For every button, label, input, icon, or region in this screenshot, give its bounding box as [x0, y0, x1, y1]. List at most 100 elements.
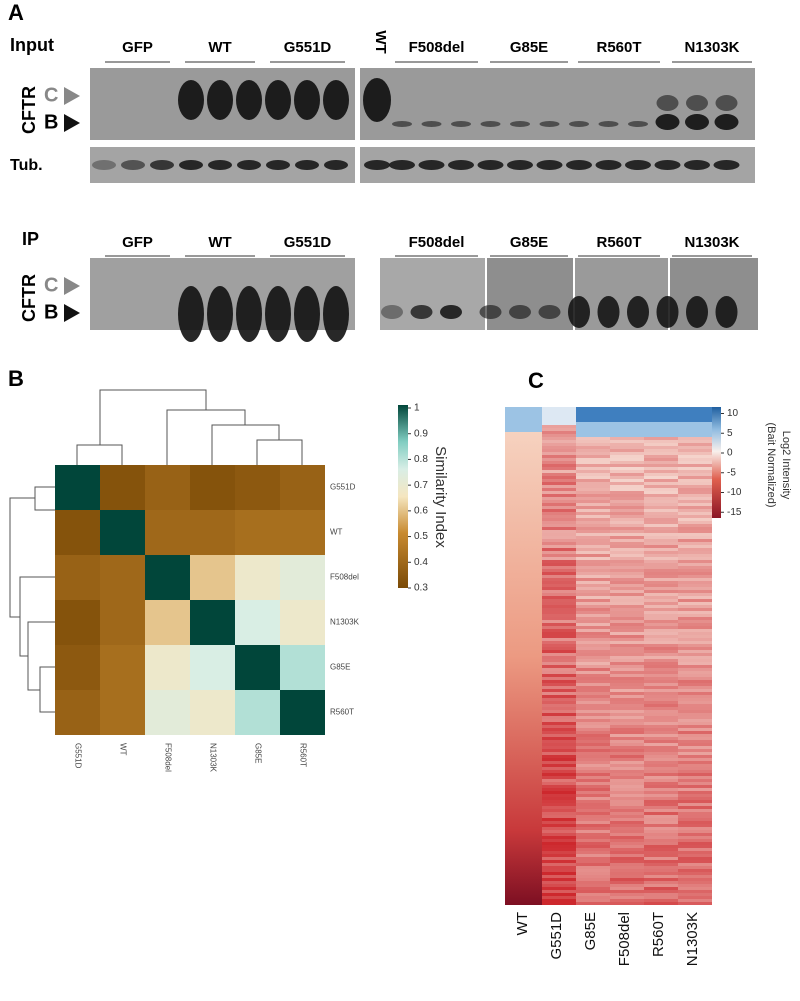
- heatmap-row: [644, 434, 678, 437]
- heatmap-row: [542, 890, 576, 893]
- blot-band: [625, 160, 651, 170]
- heatmap-row: [576, 812, 610, 815]
- heatmap-row: [610, 620, 644, 623]
- heatmap-row: [678, 512, 712, 515]
- heatmap-row: [576, 581, 610, 584]
- heatmap-row: [610, 608, 644, 611]
- heatmap-row: [644, 653, 678, 656]
- heatmap-row: [610, 554, 644, 557]
- heatmap-row: [644, 836, 678, 839]
- heatmap-row: [576, 707, 610, 710]
- heatmap-row: [644, 416, 678, 419]
- heatmap-row: [576, 722, 610, 725]
- heatmap-row: [678, 743, 712, 746]
- heatmap-row: [542, 599, 576, 602]
- heatmap-row: [644, 458, 678, 461]
- heatmap-row: [644, 614, 678, 617]
- heatmap-row: [542, 767, 576, 770]
- heatmap-row: [542, 869, 576, 872]
- heatmap-row: [644, 422, 678, 425]
- heatmap-row: [678, 725, 712, 728]
- blot-band: [628, 121, 648, 127]
- heatmap-row: [644, 599, 678, 602]
- heatmap-row: [678, 416, 712, 419]
- heatmap-row: [678, 788, 712, 791]
- heatmap-row: [678, 458, 712, 461]
- heatmap-row: [542, 779, 576, 782]
- heatmap-row: [678, 503, 712, 506]
- heatmap-row: [542, 491, 576, 494]
- heatmap-row: [678, 809, 712, 812]
- heatmap-row: [610, 566, 644, 569]
- heatmap-row: [610, 560, 644, 563]
- heatmap-row: [678, 893, 712, 896]
- heatmap-row: [576, 548, 610, 551]
- blot-band: [179, 160, 203, 170]
- heatmap-row: [610, 695, 644, 698]
- heatmap-row: [576, 452, 610, 455]
- heatmap-row: [610, 692, 644, 695]
- heatmap-row: [576, 851, 610, 854]
- heatmap-row: [678, 704, 712, 707]
- heatmap-row: [610, 629, 644, 632]
- heatmap-row: [542, 632, 576, 635]
- heatmap-row: [610, 596, 644, 599]
- heatmap-row: [610, 779, 644, 782]
- heatmap-row: [610, 407, 644, 410]
- heatmap-row: [644, 500, 678, 503]
- panel-label: B: [8, 366, 24, 391]
- row-label: N1303K: [330, 618, 360, 627]
- heatmap-row: [576, 875, 610, 878]
- heatmap-row: [542, 596, 576, 599]
- heatmap-row: [610, 656, 644, 659]
- heatmap-row: [678, 461, 712, 464]
- heatmap-row: [576, 890, 610, 893]
- heatmap-row: [576, 878, 610, 881]
- heatmap-row: [542, 452, 576, 455]
- heatmap-row: [678, 677, 712, 680]
- heatmap-row: [610, 812, 644, 815]
- heatmap-row: [576, 794, 610, 797]
- heatmap-row: [610, 845, 644, 848]
- heatmap-row: [644, 767, 678, 770]
- heatmap-row: [644, 518, 678, 521]
- heatmap-row: [610, 677, 644, 680]
- heatmap-row: [542, 806, 576, 809]
- heatmap-row: [610, 431, 644, 434]
- heatmap-row: [576, 449, 610, 452]
- heatmap-cell: [235, 555, 280, 600]
- heatmap-row: [610, 446, 644, 449]
- heatmap-row: [610, 665, 644, 668]
- heatmap-row: [576, 596, 610, 599]
- column-label: G85E: [582, 912, 599, 950]
- heatmap-row: [610, 440, 644, 443]
- heatmap-row: [542, 545, 576, 548]
- heatmap-row: [542, 518, 576, 521]
- heatmap-row: [678, 419, 712, 422]
- heatmap-row: [610, 878, 644, 881]
- heatmap-row: [644, 539, 678, 542]
- heatmap-row: [610, 872, 644, 875]
- heatmap-row: [644, 875, 678, 878]
- heatmap-row: [610, 902, 644, 905]
- heatmap-row: [610, 512, 644, 515]
- heatmap-row: [576, 605, 610, 608]
- heatmap-row: [644, 719, 678, 722]
- heatmap-row: [576, 623, 610, 626]
- blot-band: [685, 114, 709, 130]
- heatmap-row: [678, 695, 712, 698]
- heatmap-row: [678, 803, 712, 806]
- heatmap-row: [542, 653, 576, 656]
- heatmap-row: [576, 656, 610, 659]
- blot-band: [208, 160, 232, 170]
- heatmap-row: [610, 599, 644, 602]
- colorbar-tick-label: 0.7: [414, 480, 428, 491]
- heatmap-row: [542, 620, 576, 623]
- heatmap-row: [678, 656, 712, 659]
- heatmap-row: [644, 665, 678, 668]
- blot-band: [178, 80, 204, 120]
- heatmap-row: [678, 824, 712, 827]
- heatmap-row: [610, 464, 644, 467]
- column-label: F508del: [616, 912, 633, 966]
- heatmap-row: [542, 692, 576, 695]
